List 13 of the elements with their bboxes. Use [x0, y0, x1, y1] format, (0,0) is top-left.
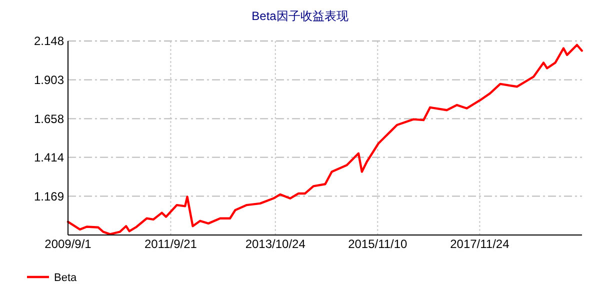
y-tick-label: 1.658 [34, 112, 64, 126]
line-series [66, 44, 583, 236]
x-tick-label: 2017/11/24 [450, 237, 510, 251]
x-tick-label: 2013/10/24 [245, 237, 306, 251]
y-tick-label: 1.414 [34, 150, 64, 165]
x-tick-label: 2015/11/10 [348, 237, 408, 251]
x-tick-label: 2009/9/1 [44, 237, 92, 251]
chart-title: Beta因子收益表现 [252, 9, 348, 23]
y-tick-label: 1.169 [34, 189, 64, 204]
legend-label: Beta [54, 272, 78, 284]
x-tick-label: 2011/9/21 [144, 237, 198, 251]
y-tick-label: 1.903 [34, 73, 64, 88]
y-tick-label: 2.148 [34, 34, 64, 48]
